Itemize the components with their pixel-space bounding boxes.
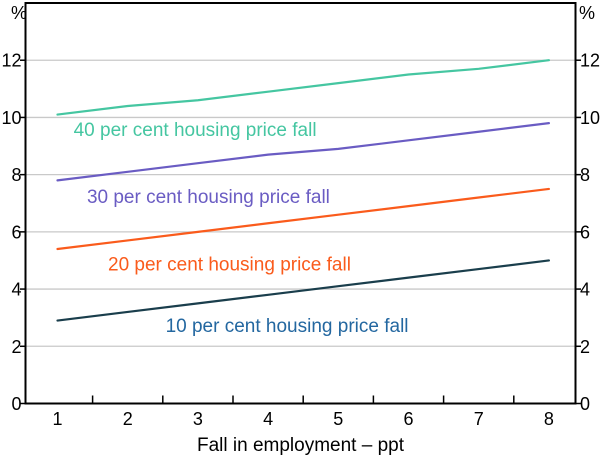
y-axis-unit-right: % [579,3,596,23]
series-line-3 [56,259,551,322]
y-tick-label-left-8: 8 [11,165,21,185]
y-axis-unit-left: % [10,3,27,23]
y-tick-label-right-2: 2 [580,337,590,357]
series-line-1 [56,122,551,182]
series-line-2 [56,187,551,251]
x-tick-label-8: 8 [544,409,554,429]
y-tick-label-left-6: 6 [11,222,21,242]
series-label-2: 20 per cent housing price fall [108,254,351,275]
series-label-1: 30 per cent housing price fall [87,187,330,208]
x-tick-label-1: 1 [52,409,62,429]
y-tick-label-left-4: 4 [11,280,21,300]
y-tick-label-left-2: 2 [11,337,21,357]
y-tick-label-right-8: 8 [580,165,590,185]
y-tick-label-right-0: 0 [580,394,590,414]
y-tick-label-left-10: 10 [1,108,21,128]
y-tick-label-right-10: 10 [580,108,600,128]
y-tick-label-right-6: 6 [580,222,590,242]
y-tick-label-right-12: 12 [580,51,600,71]
series-label-0: 40 per cent housing price fall [74,120,317,141]
plot-frame [24,2,577,405]
series-label-3: 10 per cent housing price fall [166,316,409,337]
series-line-0 [56,59,551,116]
y-tick-label-left-12: 12 [1,51,21,71]
x-tick-label-2: 2 [123,409,133,429]
x-tick-label-4: 4 [263,409,273,429]
y-tick-label-left-0: 0 [11,394,21,414]
x-tick-label-3: 3 [193,409,203,429]
x-tick-label-6: 6 [403,409,413,429]
x-tick-label-7: 7 [474,409,484,429]
x-tick-label-5: 5 [333,409,343,429]
x-axis-title: Fall in employment – ppt [197,435,404,456]
y-tick-label-right-4: 4 [580,280,590,300]
